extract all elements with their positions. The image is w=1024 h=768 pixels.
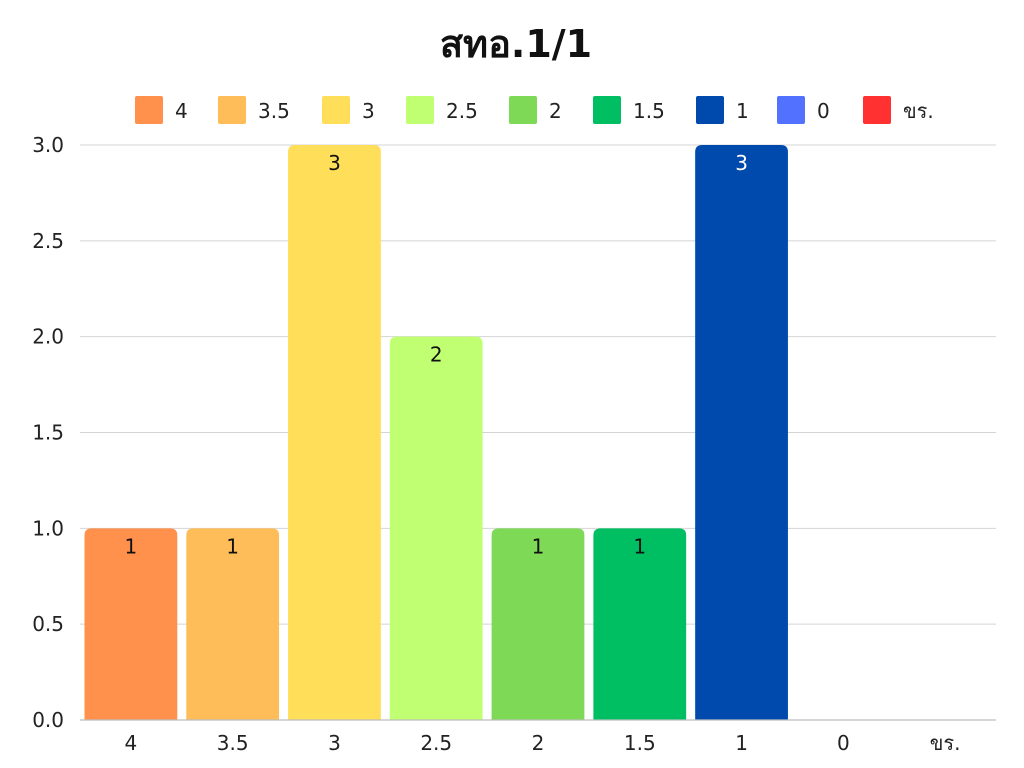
data-label-5: 1 (633, 534, 646, 558)
legend-swatch (777, 96, 805, 124)
x-tick-label: 1.5 (624, 731, 656, 755)
legend: 4 3.5 3 2.5 2 1.5 1 0 ขร. (135, 96, 934, 124)
data-label-3: 2 (430, 343, 443, 367)
legend-swatch (696, 96, 724, 124)
legend-label: ขร. (903, 99, 934, 123)
legend-entry-2: 3 (322, 96, 375, 124)
x-axis: 4 3.5 3 2.5 2 1.5 1 0 ขร. (80, 719, 996, 755)
bar-2 (288, 145, 381, 720)
legend-entry-7: 0 (777, 96, 830, 124)
legend-label: 2 (549, 99, 562, 123)
legend-swatch (863, 96, 891, 124)
bars (84, 145, 992, 720)
legend-label: 4 (175, 99, 188, 123)
data-label-2: 3 (328, 151, 341, 175)
y-tick-label: 1.0 (32, 516, 64, 540)
legend-label: 1.5 (633, 99, 665, 123)
chart-title: สทอ.1/1 (440, 22, 592, 66)
legend-entry-5: 1.5 (593, 96, 665, 124)
legend-label: 3 (362, 99, 375, 123)
data-label-1: 1 (226, 534, 239, 558)
legend-swatch (135, 96, 163, 124)
legend-label: 2.5 (446, 99, 478, 123)
bar-4 (491, 528, 585, 720)
x-tick-label: 2 (532, 731, 545, 755)
x-tick-label: 1 (735, 731, 748, 755)
data-label-6: 3 (735, 151, 748, 175)
legend-swatch (406, 96, 434, 124)
data-labels: 1 1 3 2 1 1 3 (125, 151, 748, 558)
legend-entry-3: 2.5 (406, 96, 478, 124)
legend-entry-4: 2 (509, 96, 562, 124)
y-tick-label: 3.0 (32, 133, 64, 157)
bar-5 (593, 528, 687, 720)
legend-entry-8: ขร. (863, 96, 934, 124)
legend-entry-1: 3.5 (218, 96, 290, 124)
bar-6 (695, 145, 788, 720)
legend-swatch (509, 96, 537, 124)
y-tick-label: 0.5 (32, 612, 64, 636)
x-tick-label: 3 (328, 731, 341, 755)
x-tick-label: ขร. (930, 731, 961, 755)
legend-label: 1 (736, 99, 749, 123)
y-tick-label: 2.0 (32, 325, 64, 349)
legend-entry-6: 1 (696, 96, 749, 124)
y-axis: 0.0 0.5 1.0 1.5 2.0 2.5 3.0 (32, 133, 64, 732)
bar-1 (186, 528, 280, 720)
bar-3 (389, 336, 483, 720)
legend-swatch (593, 96, 621, 124)
x-tick-label: 0 (837, 731, 850, 755)
legend-label: 0 (817, 99, 830, 123)
bar-0 (84, 528, 178, 720)
x-tick-label: 2.5 (420, 731, 452, 755)
legend-swatch (322, 96, 350, 124)
y-tick-label: 1.5 (32, 421, 64, 445)
x-tick-label: 3.5 (217, 731, 249, 755)
data-label-0: 1 (125, 534, 138, 558)
legend-swatch (218, 96, 246, 124)
x-tick-label: 4 (125, 731, 138, 755)
y-tick-label: 2.5 (32, 229, 64, 253)
y-tick-label: 0.0 (32, 708, 64, 732)
legend-entry-0: 4 (135, 96, 188, 124)
data-label-4: 1 (532, 534, 545, 558)
legend-label: 3.5 (258, 99, 290, 123)
